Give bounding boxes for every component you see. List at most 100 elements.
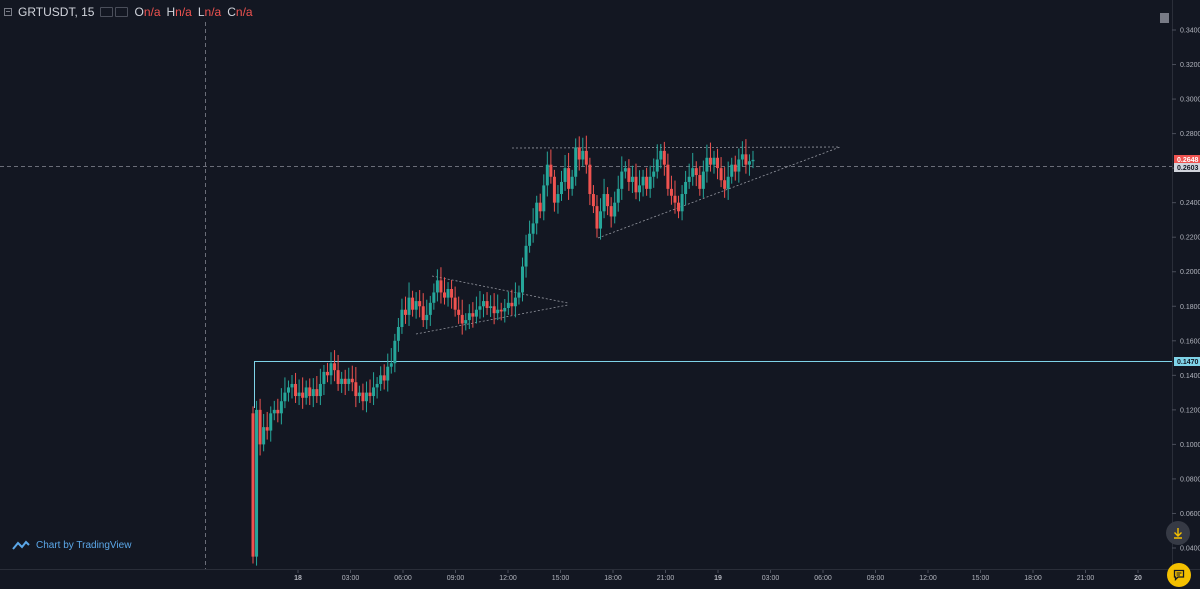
tradingview-attribution[interactable]: Chart by TradingView	[12, 540, 131, 551]
collapse-legend-icon[interactable]	[4, 8, 12, 16]
candle-body	[577, 147, 581, 160]
candle-body	[627, 168, 631, 182]
candle-body	[691, 168, 695, 177]
horizontal-level-tag: 0.1470	[1174, 357, 1200, 366]
time-tick-label: 06:00	[814, 575, 832, 582]
candle-body	[350, 378, 354, 383]
chat-button[interactable]	[1167, 563, 1191, 587]
candle-body	[712, 157, 716, 165]
candle-body	[655, 159, 659, 172]
open-key: O	[134, 5, 144, 19]
candle-body	[506, 302, 510, 308]
candle-body	[730, 164, 734, 177]
time-tick-label: 09:00	[447, 575, 465, 582]
candle-body	[364, 392, 368, 402]
candle-body	[414, 301, 418, 310]
candle-body	[528, 233, 532, 246]
candle-body	[705, 157, 709, 172]
candle-body	[609, 206, 613, 217]
candle-body	[407, 297, 411, 315]
candle-body	[503, 307, 507, 312]
candle-body	[297, 392, 301, 397]
candle-body	[570, 176, 574, 189]
candle-body	[269, 413, 273, 431]
candle-body	[311, 389, 315, 397]
crosshair-price-tag-label: 0.2603	[1177, 165, 1199, 172]
candle-body	[716, 157, 720, 169]
price-axis[interactable]: 0.340000.320000.300000.280000.260000.240…	[1172, 28, 1200, 553]
candle-body	[322, 371, 326, 384]
chart-legend: GRTUSDT, 15 On/a Hn/a Ln/a Cn/a	[4, 4, 253, 20]
candle-body	[336, 370, 340, 384]
candle-body	[645, 176, 649, 189]
time-tick-label: 18:00	[1024, 575, 1042, 582]
symbol-title[interactable]: GRTUSDT, 15	[18, 5, 95, 19]
candle-body	[411, 297, 415, 310]
candle-body	[581, 150, 585, 160]
candle-body	[606, 194, 610, 207]
candle-body	[301, 392, 305, 398]
candle-body	[737, 159, 741, 172]
close-key: C	[227, 5, 236, 19]
candle-body	[531, 223, 535, 234]
candle-body	[740, 154, 744, 160]
candle-body	[510, 302, 514, 307]
candle-body	[680, 194, 684, 212]
candle-body	[726, 176, 730, 189]
arrow-down-icon	[1174, 528, 1182, 539]
candle-body	[258, 409, 262, 445]
candle-body	[478, 306, 482, 310]
candle-body	[567, 168, 571, 189]
candle-body	[435, 280, 439, 293]
chart-properties-icon[interactable]	[1160, 13, 1169, 23]
candle-body	[474, 309, 478, 317]
candle-body	[563, 168, 567, 182]
pattern-ascending-triangle[interactable]	[511, 146, 841, 239]
candle-body	[396, 326, 400, 341]
candle-body	[574, 147, 578, 177]
time-tick-label: 20	[1134, 575, 1142, 582]
candle-body	[308, 387, 312, 397]
candle-body	[325, 371, 329, 376]
candle-body	[315, 389, 319, 397]
candle-body	[698, 175, 702, 189]
time-tick-label: 18:00	[604, 575, 622, 582]
candle-body	[751, 159, 755, 162]
candle-body	[450, 289, 454, 298]
candle-body	[333, 363, 337, 371]
candle-body	[599, 211, 603, 229]
close-value: n/a	[235, 5, 253, 19]
candle-body	[641, 176, 645, 186]
legend-icons	[100, 7, 129, 17]
candle-body	[485, 301, 489, 308]
time-tick-label: 21:00	[657, 575, 675, 582]
crosshair-price-tag: 0.2603	[1174, 163, 1200, 172]
last-price-tag: 0.2648	[1174, 155, 1200, 164]
pattern-triangle-1[interactable]	[415, 275, 569, 335]
candle-body	[400, 309, 404, 327]
visibility-icon[interactable]	[100, 7, 114, 17]
candle-body	[460, 314, 464, 324]
scroll-to-realtime-button[interactable]	[1166, 521, 1190, 545]
last-price-tag-label: 0.2648	[1177, 157, 1199, 164]
candle-body	[492, 306, 496, 314]
candle-body	[294, 383, 298, 397]
candle-body	[255, 409, 259, 557]
time-axis[interactable]: 18 03:00 06:00 09:00 12:00 15:00 18:00 21:00 19 0…	[294, 570, 1142, 582]
candle-body	[343, 378, 347, 384]
candle-body	[552, 176, 556, 203]
candle-body	[389, 363, 393, 367]
candle-body	[361, 392, 365, 402]
time-tick-label: 19	[714, 575, 722, 582]
candle-body	[556, 194, 560, 203]
settings-icon[interactable]	[115, 7, 129, 17]
candle-body	[283, 392, 287, 402]
